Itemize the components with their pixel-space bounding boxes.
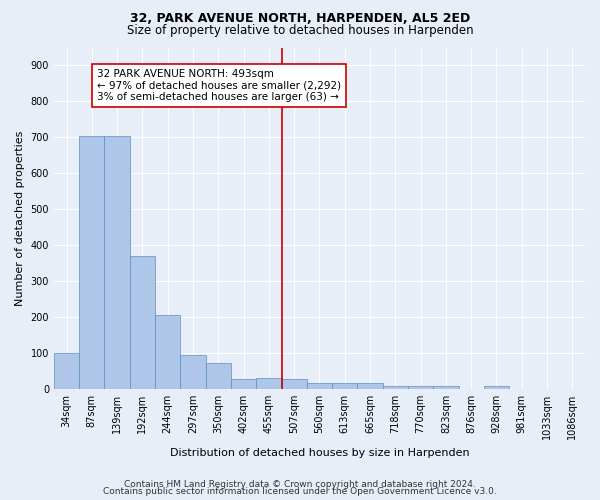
Bar <box>54 353 79 389</box>
Bar <box>307 382 332 389</box>
Bar <box>433 386 458 389</box>
Bar <box>130 256 155 389</box>
Text: Size of property relative to detached houses in Harpenden: Size of property relative to detached ho… <box>127 24 473 37</box>
Bar <box>231 379 256 389</box>
Bar <box>281 379 307 389</box>
X-axis label: Distribution of detached houses by size in Harpenden: Distribution of detached houses by size … <box>170 448 469 458</box>
Bar <box>358 382 383 389</box>
Bar <box>332 382 358 389</box>
Bar <box>206 363 231 389</box>
Bar <box>408 386 433 389</box>
Bar <box>79 136 104 389</box>
Bar <box>383 386 408 389</box>
Bar <box>484 386 509 389</box>
Bar <box>181 355 206 389</box>
Bar <box>155 316 181 389</box>
Bar <box>256 378 281 389</box>
Text: Contains public sector information licensed under the Open Government Licence v3: Contains public sector information licen… <box>103 487 497 496</box>
Y-axis label: Number of detached properties: Number of detached properties <box>15 130 25 306</box>
Text: 32 PARK AVENUE NORTH: 493sqm
← 97% of detached houses are smaller (2,292)
3% of : 32 PARK AVENUE NORTH: 493sqm ← 97% of de… <box>97 69 341 102</box>
Text: Contains HM Land Registry data © Crown copyright and database right 2024.: Contains HM Land Registry data © Crown c… <box>124 480 476 489</box>
Bar <box>104 136 130 389</box>
Text: 32, PARK AVENUE NORTH, HARPENDEN, AL5 2ED: 32, PARK AVENUE NORTH, HARPENDEN, AL5 2E… <box>130 12 470 26</box>
